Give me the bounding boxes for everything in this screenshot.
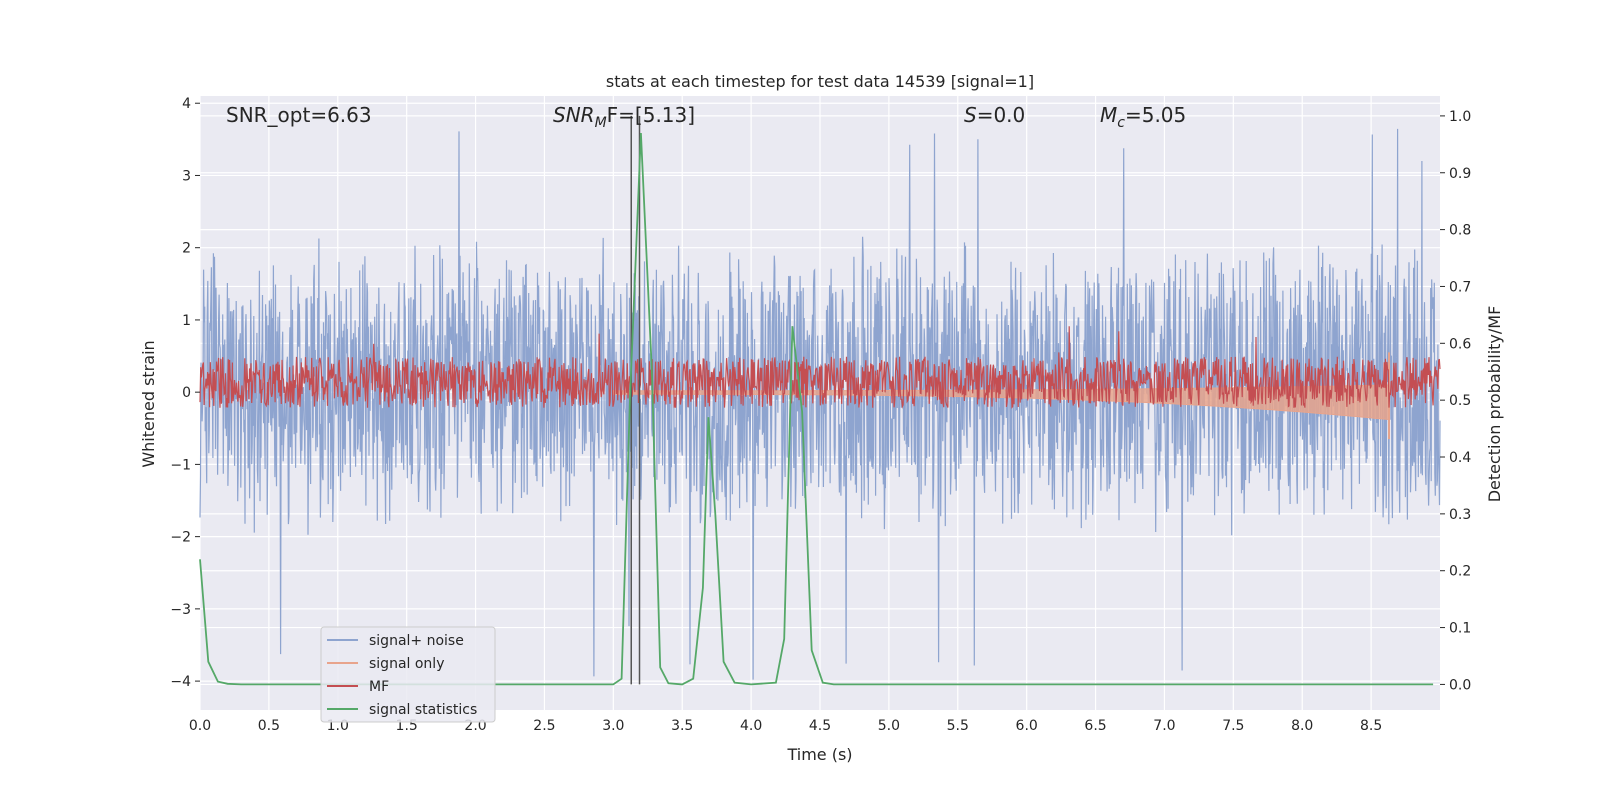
y-right-tick-label: 0.3 [1449, 507, 1471, 523]
annotation-3: Mc=5.05 [1100, 103, 1186, 131]
y-left-tick-label: 0 [182, 385, 191, 401]
y-right-tick-label: 0.2 [1449, 564, 1471, 580]
legend-box [320, 626, 496, 723]
x-tick-label: 2.5 [533, 718, 555, 734]
y-left-axis-ticks: 4 3 2 1 0 −1 −2 −3 −4 [170, 96, 200, 690]
x-tick-label: 5.5 [947, 718, 969, 734]
x-tick-label: 7.0 [1153, 718, 1175, 734]
y-left-tick-label: −1 [170, 457, 191, 473]
legend-label-noise: signal+ noise [369, 633, 464, 649]
annotation-2: S=0.0 [964, 103, 1025, 127]
y-right-tick-label: 0.0 [1449, 677, 1471, 693]
x-tick-label: 3.0 [602, 718, 624, 734]
y-right-tick-label: 0.9 [1449, 166, 1471, 182]
y-right-axis-ticks: 1.0 0.9 0.8 0.7 0.6 0.5 0.4 0.3 0.2 0.1 0.0 [1440, 109, 1471, 693]
y-right-tick-label: 0.6 [1449, 336, 1471, 352]
y-right-tick-label: 0.8 [1449, 223, 1471, 239]
y-left-tick-label: −3 [170, 602, 191, 618]
x-axis-label: Time (s) [786, 745, 852, 764]
x-tick-label: 4.0 [740, 718, 762, 734]
x-tick-label: 6.0 [1016, 718, 1038, 734]
y-right-tick-label: 0.4 [1449, 450, 1471, 466]
x-tick-label: 7.5 [1222, 718, 1244, 734]
x-tick-label: 0.5 [258, 718, 280, 734]
legend-label-statistics: signal statistics [369, 702, 477, 718]
x-tick-label: 8.5 [1360, 718, 1382, 734]
y-left-axis-label: Whitened strain [139, 340, 158, 467]
y-left-tick-label: 3 [182, 168, 191, 184]
x-tick-label: 0.0 [189, 718, 211, 734]
y-left-tick-label: −4 [170, 674, 191, 690]
legend-label-mf: MF [369, 679, 389, 695]
y-left-tick-label: −2 [170, 530, 191, 546]
legend-label-signal-only: signal only [369, 656, 444, 672]
x-tick-label: 6.5 [1084, 718, 1106, 734]
annotation-1: SNRMF=[5.13] [553, 103, 695, 131]
x-tick-label: 3.5 [671, 718, 693, 734]
y-right-tick-label: 0.1 [1449, 621, 1471, 637]
y-left-tick-label: 1 [182, 313, 191, 329]
legend: signal+ noise signal only MF signal stat… [320, 626, 496, 723]
y-left-tick-label: 2 [182, 241, 191, 257]
y-right-tick-label: 0.5 [1449, 393, 1471, 409]
y-right-axis-label: Detection probability/MF [1485, 306, 1504, 503]
mf-series [199, 326, 1441, 409]
annotations: SNR_opt=6.63 SNRMF=[5.13] S=0.0 Mc=5.05 [226, 103, 1186, 131]
chart-title: stats at each timestep for test data 145… [606, 72, 1034, 91]
y-right-tick-label: 1.0 [1449, 109, 1471, 125]
x-tick-label: 5.0 [878, 718, 900, 734]
x-tick-label: 4.5 [809, 718, 831, 734]
y-left-tick-label: 4 [182, 96, 191, 112]
y-right-tick-label: 0.7 [1449, 279, 1471, 295]
annotation-0: SNR_opt=6.63 [226, 103, 372, 127]
x-tick-label: 8.0 [1291, 718, 1313, 734]
marker-lines [630, 115, 641, 685]
mf-trace [199, 326, 1441, 409]
